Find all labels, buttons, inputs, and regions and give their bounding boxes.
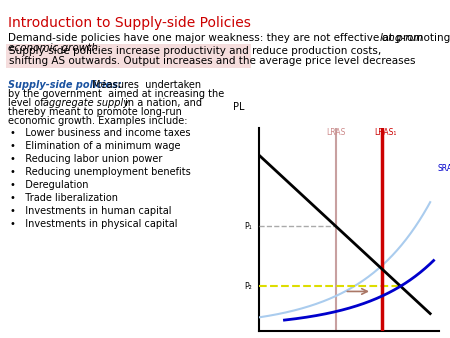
Text: PL: PL — [233, 102, 244, 112]
Text: •   Deregulation: • Deregulation — [10, 180, 89, 190]
Text: LRAS₁: LRAS₁ — [374, 128, 397, 137]
Text: Supply-side policies:: Supply-side policies: — [8, 80, 122, 90]
Text: •   Elimination of a minimum wage: • Elimination of a minimum wage — [10, 141, 180, 151]
Text: Introduction to Supply-side Policies: Introduction to Supply-side Policies — [8, 16, 251, 30]
Text: economic growth.: economic growth. — [8, 43, 101, 53]
Text: P₂: P₂ — [244, 282, 252, 291]
Text: Demand-side policies have one major weakness: they are not effective at promotin: Demand-side policies have one major weak… — [8, 33, 450, 43]
Text: level of: level of — [8, 98, 47, 108]
Text: Measures  undertaken: Measures undertaken — [89, 80, 201, 90]
Text: •   Reducing labor union power: • Reducing labor union power — [10, 154, 162, 164]
Text: economic growth. Examples include:: economic growth. Examples include: — [8, 116, 188, 126]
Text: by the government  aimed at increasing the: by the government aimed at increasing th… — [8, 89, 224, 99]
Text: •   Reducing unemployment benefits: • Reducing unemployment benefits — [10, 167, 191, 177]
Text: •   Trade liberalization: • Trade liberalization — [10, 193, 118, 203]
Text: in a nation, and: in a nation, and — [122, 98, 202, 108]
Text: Supply-side policies increase productivity and reduce production costs,: Supply-side policies increase productivi… — [9, 46, 381, 56]
Text: long-run: long-run — [380, 33, 424, 43]
Text: •   Investments in physical capital: • Investments in physical capital — [10, 219, 177, 229]
Text: shifting AS outwards. Output increases and the average price level decreases: shifting AS outwards. Output increases a… — [9, 56, 415, 66]
Text: •   Investments in human capital: • Investments in human capital — [10, 206, 171, 216]
Text: SRAS₂: SRAS₂ — [437, 165, 450, 173]
Text: LRAS: LRAS — [326, 128, 346, 137]
Text: aggregate supply: aggregate supply — [43, 98, 129, 108]
Bar — [6, 44, 251, 68]
Text: •   Lower business and income taxes: • Lower business and income taxes — [10, 128, 190, 138]
Text: P₁: P₁ — [244, 222, 252, 231]
Text: thereby meant to promote long-run: thereby meant to promote long-run — [8, 107, 182, 117]
